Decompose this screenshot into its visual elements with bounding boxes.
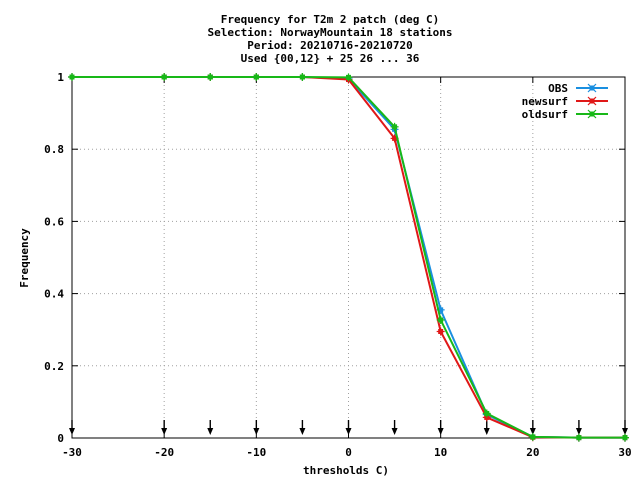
- threshold-arrow: [69, 420, 75, 435]
- legend-item-OBS: OBS: [548, 82, 608, 95]
- series-layer: [68, 73, 629, 442]
- legend-label: oldsurf: [522, 108, 568, 121]
- series-line: [72, 76, 625, 439]
- x-tick-label: -30: [62, 446, 82, 459]
- y-tick-label: 0.6: [44, 215, 64, 228]
- chart-title: Frequency for T2m 2 patch (deg C) Select…: [207, 13, 452, 65]
- y-tick-label: 1: [57, 71, 64, 84]
- threshold-arrow: [437, 420, 444, 435]
- title-line-2: Selection: NorwayMountain 18 stations: [207, 26, 452, 39]
- x-tick-label: -10: [246, 446, 266, 459]
- y-tick-label: 0.4: [44, 288, 64, 301]
- y-tick-label: 0.8: [44, 143, 64, 156]
- x-tick-label: 30: [618, 446, 631, 459]
- title-line-3: Period: 20210716-20210720: [247, 39, 413, 52]
- threshold-arrow: [161, 420, 168, 435]
- threshold-arrow: [483, 420, 490, 435]
- legend-label: newsurf: [522, 95, 568, 108]
- threshold-arrow: [622, 420, 628, 435]
- threshold-arrow: [253, 420, 260, 435]
- legend-item-newsurf: newsurf: [522, 95, 608, 108]
- tick-labels: -30 -20 -10 0 10 20 30 0 0.2 0.4 0.6 0.8 1: [44, 71, 632, 459]
- x-tick-label: 10: [434, 446, 447, 459]
- threshold-arrow: [575, 420, 582, 435]
- y-axis-label: Frequency: [18, 228, 31, 288]
- threshold-arrow: [299, 420, 306, 435]
- series-oldsurf: [68, 73, 629, 442]
- x-axis-label: thresholds C): [303, 464, 389, 477]
- legend-item-oldsurf: oldsurf: [522, 108, 608, 121]
- threshold-markers: [69, 420, 628, 435]
- x-tick-label: 0: [345, 446, 352, 459]
- x-tick-label: -20: [154, 446, 174, 459]
- title-line-4: Used {00,12} + 25 26 ... 36: [241, 52, 420, 65]
- threshold-arrow: [529, 420, 536, 435]
- x-tick-label: 20: [526, 446, 539, 459]
- legend-label: OBS: [548, 82, 568, 95]
- y-tick-label: 0: [57, 432, 64, 445]
- threshold-arrow: [207, 420, 214, 435]
- y-tick-label: 0.2: [44, 360, 64, 373]
- threshold-arrow: [391, 420, 398, 435]
- title-line-1: Frequency for T2m 2 patch (deg C): [221, 13, 440, 26]
- grid: [72, 77, 625, 438]
- threshold-arrow: [345, 420, 352, 435]
